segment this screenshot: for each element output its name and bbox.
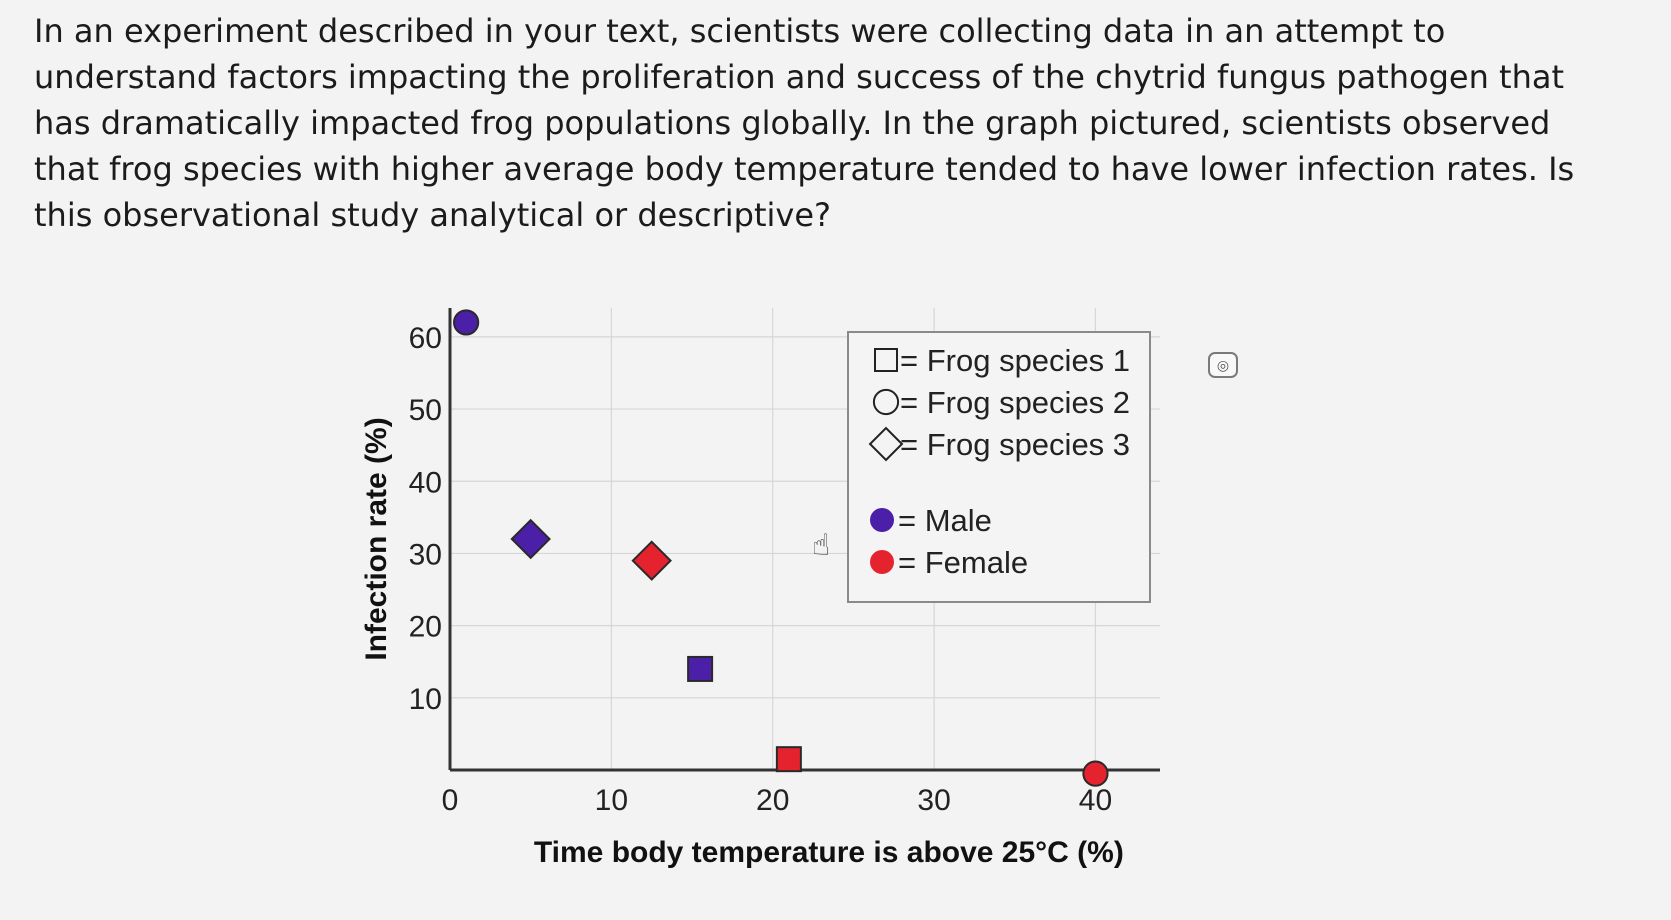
data-point <box>510 518 551 560</box>
legend-color-marker <box>870 550 894 574</box>
scatter-chart: 0 10 20 30 40 10 20 30 40 50 60 = Frog species 1 = … <box>360 300 1260 900</box>
legend-box <box>847 331 1151 603</box>
legend-circle-marker <box>872 388 900 416</box>
tick-layer: 0 10 20 30 40 10 20 30 40 50 60 <box>409 322 1113 817</box>
legend-diamond-marker <box>868 426 904 462</box>
y-tick-label: 50 <box>409 394 442 427</box>
legend-label: = Frog species 3 <box>900 427 1130 462</box>
x-tick-label: 20 <box>756 784 789 817</box>
y-tick-label: 20 <box>409 611 442 644</box>
data-point <box>453 309 480 336</box>
x-tick-label: 10 <box>595 784 628 817</box>
legend-square-marker <box>874 348 898 372</box>
data-point <box>687 655 714 682</box>
data-point <box>631 540 672 581</box>
x-axis-title: Time body temperature is above 25°C (%) <box>534 836 1124 869</box>
axis-layer <box>448 308 1160 772</box>
hand-cursor-icon: ☝ <box>812 528 831 563</box>
legend-label: = Frog species 2 <box>900 385 1130 420</box>
legend-color-marker <box>870 508 894 532</box>
question-text: In an experiment described in your text,… <box>34 12 1575 234</box>
y-axis-title: Infection rate (%) <box>360 417 393 660</box>
x-tick-label: 0 <box>442 784 459 817</box>
legend-label: = Female <box>898 545 1028 580</box>
data-point <box>775 746 802 773</box>
data-point <box>1082 760 1109 787</box>
y-tick-label: 10 <box>409 683 442 716</box>
y-tick-label: 40 <box>409 466 442 499</box>
y-tick-label: 60 <box>409 322 442 355</box>
legend-label: = Frog species 1 <box>900 343 1130 378</box>
points-layer <box>453 309 1109 787</box>
legend-label: = Male <box>898 503 992 538</box>
scan-icon[interactable]: ◎ <box>1208 352 1238 378</box>
x-tick-label: 40 <box>1079 784 1112 817</box>
y-tick-label: 30 <box>409 538 442 571</box>
legend: = Frog species 1 = Frog species 2 = Frog s… <box>847 331 1151 603</box>
x-tick-label: 30 <box>917 784 950 817</box>
